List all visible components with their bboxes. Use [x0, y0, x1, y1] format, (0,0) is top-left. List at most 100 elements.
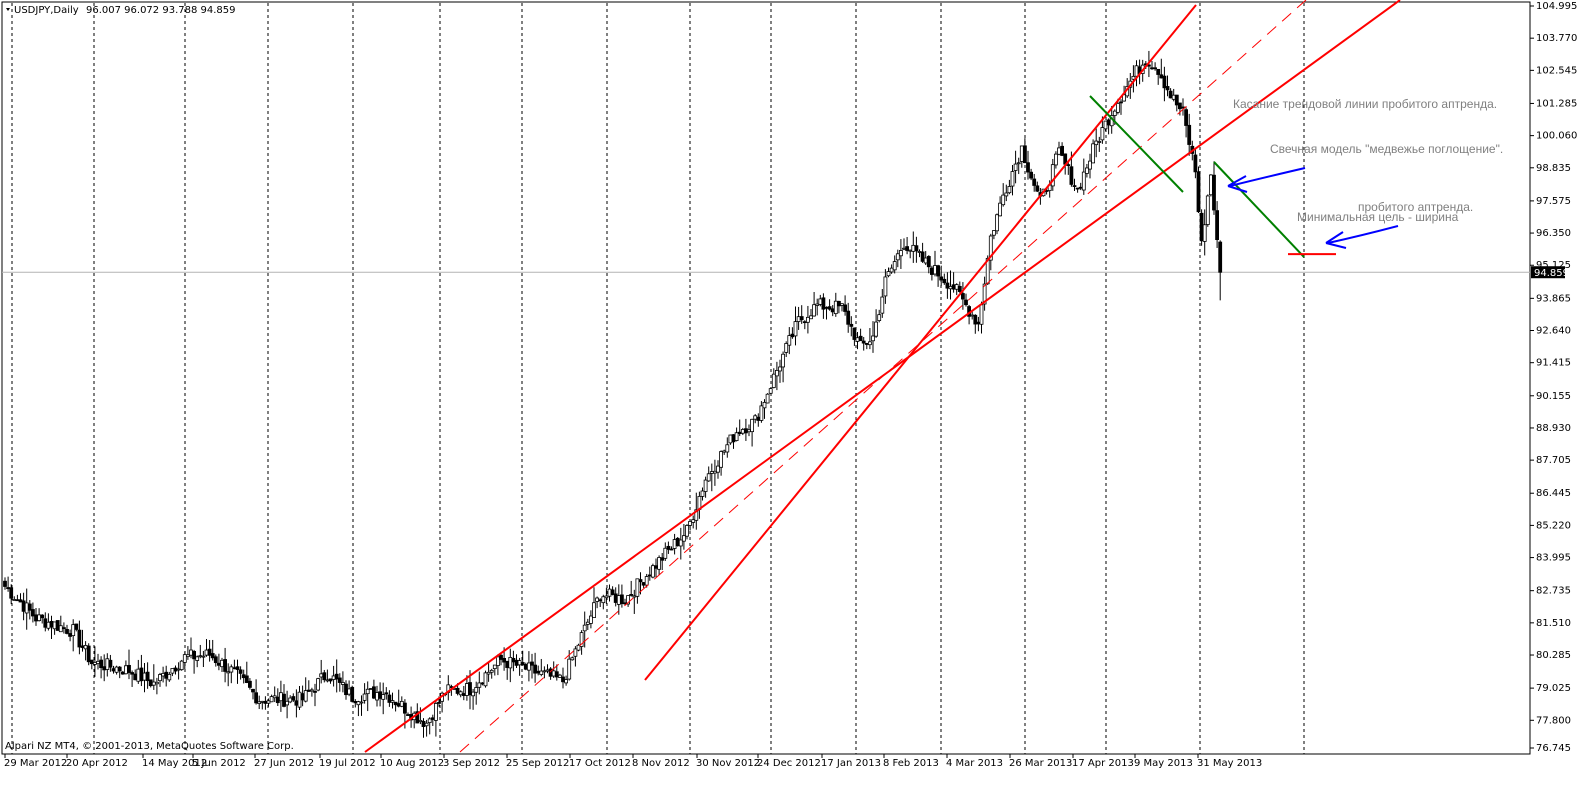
candle-body — [858, 335, 863, 342]
candle-body — [49, 620, 54, 628]
candle-body — [464, 683, 469, 696]
candle-body — [108, 659, 113, 668]
candle-body — [641, 582, 646, 586]
candle-body — [201, 655, 206, 658]
candle-body — [920, 251, 925, 262]
candle-body — [530, 661, 534, 666]
candle-body — [158, 674, 162, 682]
candle-body — [387, 694, 392, 703]
candle-body — [833, 300, 838, 315]
candle-body — [939, 276, 944, 281]
candle-body — [713, 470, 717, 474]
candle-body — [781, 353, 785, 368]
candle-body — [744, 428, 748, 434]
candle-body — [1004, 192, 1009, 197]
candle-body — [682, 535, 686, 542]
candle-body — [796, 316, 801, 322]
candle-body — [1035, 185, 1040, 192]
candle-body — [1159, 74, 1164, 79]
candle-body — [499, 654, 503, 660]
candle-body — [675, 537, 680, 547]
candle-body — [437, 702, 441, 704]
candle-body — [43, 618, 48, 628]
candle-body — [756, 416, 761, 421]
candle-body — [598, 599, 603, 602]
candle-body — [272, 695, 277, 699]
candle-body — [536, 670, 541, 674]
candle-body — [71, 624, 76, 637]
candle-body — [170, 668, 175, 674]
candle-body — [433, 703, 438, 721]
candle-body — [62, 627, 66, 630]
candle-body — [235, 666, 240, 670]
candle-body — [195, 656, 200, 661]
candle-body — [198, 655, 203, 658]
current-price-value: 94.859 — [1534, 268, 1569, 279]
candle-body — [771, 373, 776, 388]
time-tick-label: 17 Jan 2013 — [821, 758, 881, 769]
candle-body — [3, 580, 7, 587]
candle-body — [105, 658, 110, 670]
vertical-grid — [11, 3, 1305, 754]
candle-body — [288, 697, 293, 703]
candle-body — [257, 701, 262, 704]
candle-body — [1094, 140, 1099, 146]
symbol-label: USDJPY,Daily — [14, 5, 79, 16]
candle-body — [241, 674, 246, 679]
candle-body — [1174, 94, 1179, 106]
candle-body — [390, 700, 395, 703]
candle-body — [136, 668, 141, 682]
candle-body — [461, 693, 466, 696]
price-tick-label: 81.510 — [1536, 618, 1571, 629]
arrow-breakout-shaft — [1229, 167, 1306, 187]
candle-body — [821, 297, 826, 310]
candle-body — [502, 657, 507, 663]
candle-body — [740, 429, 745, 434]
price-tick-label: 100.060 — [1536, 131, 1577, 142]
candle-body — [951, 284, 956, 290]
candle-body — [1054, 153, 1058, 166]
candle-body — [1171, 94, 1176, 100]
price-tick-label: 93.865 — [1536, 293, 1571, 304]
price-tick-label: 87.705 — [1536, 455, 1571, 466]
candle-body — [1029, 171, 1033, 179]
candle-body — [623, 602, 627, 605]
candle-body — [610, 589, 615, 595]
candle-body — [703, 479, 708, 492]
candle-body — [381, 694, 386, 700]
candle-body — [954, 284, 959, 290]
candle-body — [651, 565, 655, 578]
time-tick-label: 3 Sep 2012 — [443, 758, 500, 769]
price-tick-label: 95.125 — [1536, 260, 1571, 271]
candle-body — [852, 327, 857, 340]
candle-body — [961, 293, 965, 300]
candle-body — [80, 645, 85, 648]
price-tick-label: 82.735 — [1536, 586, 1571, 597]
time-tick-label: 19 Jul 2012 — [319, 758, 376, 769]
candle-body — [607, 588, 612, 597]
candle-body — [12, 599, 17, 601]
time-tick-label: 9 May 2013 — [1134, 758, 1193, 769]
candle-body — [176, 668, 181, 671]
price-tick-label: 104.995 — [1536, 1, 1577, 12]
candle-body — [331, 675, 336, 680]
candle-body — [1013, 163, 1018, 171]
candle-body — [117, 666, 122, 672]
candle-body — [1010, 171, 1015, 187]
candle-body — [626, 595, 630, 605]
candle-body — [74, 623, 79, 630]
candle-body — [585, 621, 590, 625]
candle-body — [669, 548, 674, 551]
candle-body — [613, 593, 618, 603]
candle-body — [731, 434, 736, 443]
candle-body — [309, 689, 314, 692]
candle-body — [988, 235, 993, 261]
candle-body — [917, 251, 922, 253]
candle-body — [368, 688, 373, 690]
current-price-badge — [1531, 266, 1565, 279]
candles — [3, 50, 1223, 738]
candle-body — [775, 370, 779, 377]
candle-body — [737, 431, 742, 435]
candle-body — [133, 673, 138, 681]
